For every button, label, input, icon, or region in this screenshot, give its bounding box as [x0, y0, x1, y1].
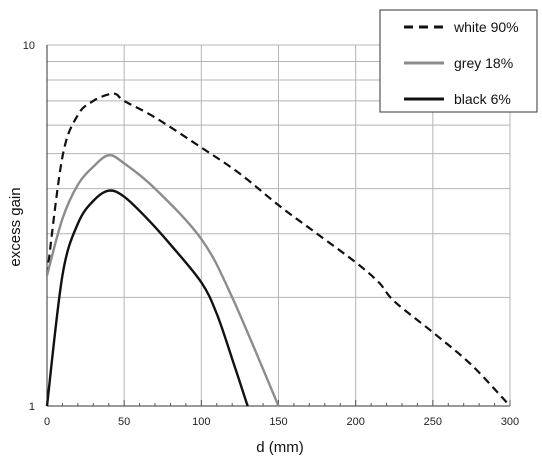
x-tick-label: 100	[192, 416, 210, 428]
x-axis-title: d (mm)	[256, 439, 304, 456]
x-tick-label: 150	[269, 416, 287, 428]
x-tick-label: 300	[501, 416, 519, 428]
x-tick-label: 200	[346, 416, 364, 428]
series-line-grey	[45, 154, 280, 407]
y-axis-title: excess gain	[7, 187, 24, 266]
y-tick-label: 1	[29, 401, 35, 413]
legend-label-grey: grey 18%	[454, 55, 513, 71]
legend-label-black: black 6%	[454, 91, 511, 107]
series-line-black	[45, 189, 249, 407]
series-group	[45, 92, 511, 407]
legend: white 90% grey 18% black 6%	[379, 9, 538, 113]
x-tick-label: 250	[424, 416, 442, 428]
x-tick-label: 0	[44, 416, 50, 428]
x-tick-label: 50	[118, 416, 130, 428]
y-tick-label: 10	[23, 40, 35, 52]
legend-label-white: white 90%	[453, 19, 519, 35]
x-axis-ticks: 0 50 100 150 200 250 300	[44, 416, 519, 428]
y-axis-ticks: 1 10	[23, 40, 35, 413]
series-line-white	[45, 92, 511, 407]
